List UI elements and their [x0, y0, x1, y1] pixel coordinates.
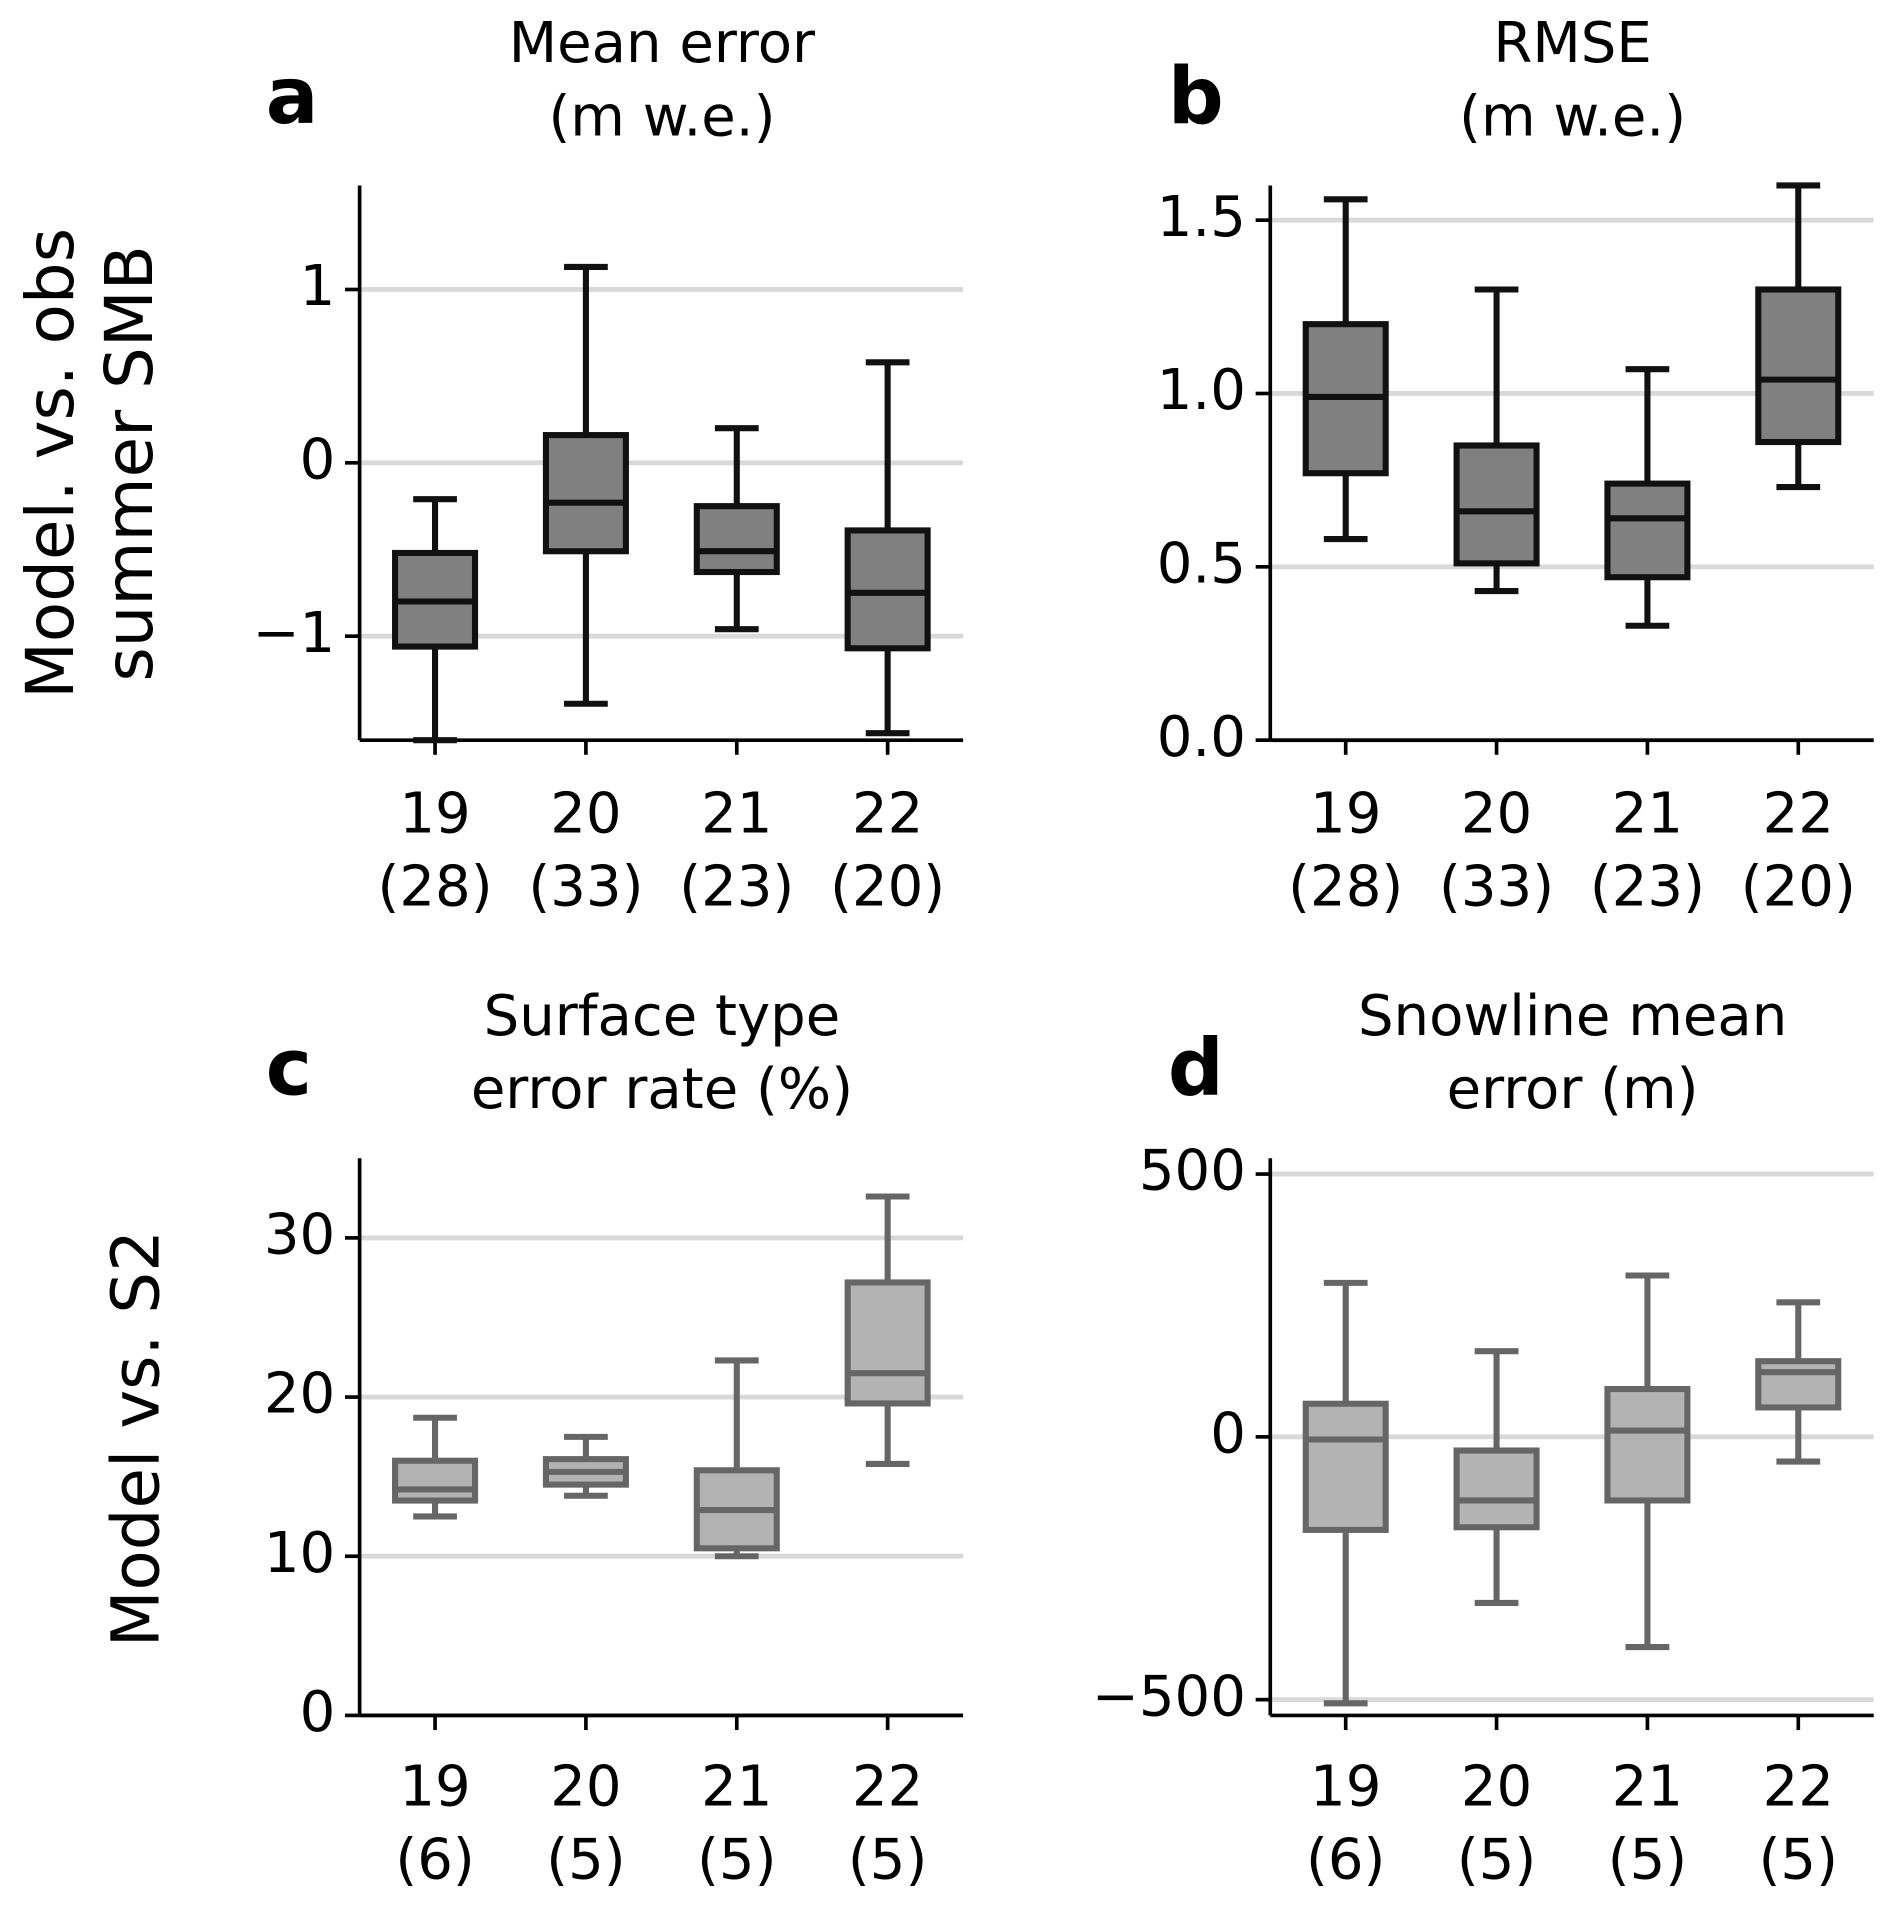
x-tick-label: 22 — [1763, 1754, 1834, 1819]
panel-title: RMSE — [1493, 11, 1651, 76]
x-tick-sublabel: (28) — [378, 855, 493, 920]
box — [542, 432, 629, 555]
x-tick-sublabel: (28) — [1288, 855, 1403, 920]
x-tick-label: 19 — [399, 1754, 470, 1819]
box — [844, 527, 931, 652]
y-tick-label: 10 — [264, 1521, 335, 1586]
y-tick-label: 20 — [264, 1362, 335, 1427]
box — [1604, 480, 1691, 581]
panel-title: Mean error — [509, 11, 816, 76]
x-tick-sublabel: (6) — [1306, 1828, 1385, 1893]
x-tick-label: 21 — [701, 782, 772, 847]
panel-title: (m w.e.) — [1459, 84, 1686, 149]
y-tick-label: 1.5 — [1157, 185, 1246, 250]
panel-letter: c — [266, 1023, 312, 1113]
x-tick-label: 19 — [1310, 1754, 1381, 1819]
y-tick-label: 1.0 — [1157, 358, 1246, 423]
box — [844, 1279, 931, 1407]
y-tick-label: 0 — [300, 427, 336, 492]
box — [693, 503, 780, 576]
x-tick-sublabel: (33) — [528, 855, 643, 920]
y-tick-label: 0 — [300, 1680, 336, 1745]
y-tick-label: 500 — [1139, 1139, 1246, 1204]
x-tick-sublabel: (23) — [679, 855, 794, 920]
x-tick-label: 20 — [1461, 782, 1532, 847]
panel-letter: b — [1168, 52, 1224, 142]
x-tick-label: 20 — [1461, 1754, 1532, 1819]
panel-title: Surface type — [484, 984, 841, 1049]
panel-letter: a — [266, 52, 319, 142]
y-axis-label: Model vs. S2 — [97, 1230, 174, 1647]
panel-title: (m w.e.) — [548, 84, 775, 149]
y-tick-label: −500 — [1092, 1664, 1246, 1729]
x-tick-sublabel: (5) — [1457, 1828, 1536, 1893]
x-tick-sublabel: (5) — [697, 1828, 776, 1893]
box — [1755, 1358, 1842, 1411]
x-tick-label: 21 — [1612, 1754, 1683, 1819]
box — [1453, 1447, 1540, 1531]
y-tick-label: 0.5 — [1157, 531, 1246, 596]
x-tick-sublabel: (20) — [830, 855, 945, 920]
y-tick-label: 0.0 — [1157, 705, 1246, 770]
x-tick-label: 20 — [550, 1754, 621, 1819]
y-tick-label: −1 — [253, 601, 336, 666]
x-tick-sublabel: (5) — [848, 1828, 927, 1893]
x-tick-sublabel: (20) — [1741, 855, 1856, 920]
x-tick-label: 21 — [1612, 782, 1683, 847]
box — [1302, 1400, 1389, 1533]
x-tick-sublabel: (33) — [1439, 855, 1554, 920]
panel-letter: d — [1168, 1023, 1224, 1113]
box — [392, 1457, 479, 1504]
x-tick-label: 21 — [701, 1754, 772, 1819]
x-tick-sublabel: (6) — [395, 1828, 474, 1893]
y-tick-label: 1 — [300, 254, 336, 319]
panel-title: error rate (%) — [471, 1057, 853, 1122]
box — [1755, 286, 1842, 446]
y-tick-label: 30 — [264, 1203, 335, 1268]
panel-title: error (m) — [1447, 1057, 1699, 1122]
x-tick-label: 22 — [1763, 782, 1834, 847]
x-tick-label: 22 — [852, 782, 923, 847]
y-axis-label: summer SMB — [91, 245, 168, 681]
x-tick-label: 20 — [550, 782, 621, 847]
x-tick-sublabel: (5) — [546, 1828, 625, 1893]
x-tick-sublabel: (5) — [1608, 1828, 1687, 1893]
box — [1604, 1385, 1691, 1504]
x-tick-label: 19 — [399, 782, 470, 847]
x-tick-label: 22 — [852, 1754, 923, 1819]
y-axis-label: Model. vs. obs — [12, 228, 89, 699]
x-tick-sublabel: (23) — [1590, 855, 1705, 920]
x-tick-sublabel: (5) — [1759, 1828, 1838, 1893]
box — [1453, 442, 1540, 567]
x-tick-label: 19 — [1310, 782, 1381, 847]
panel-title: Snowline mean — [1358, 984, 1787, 1049]
y-tick-label: 0 — [1210, 1401, 1246, 1466]
